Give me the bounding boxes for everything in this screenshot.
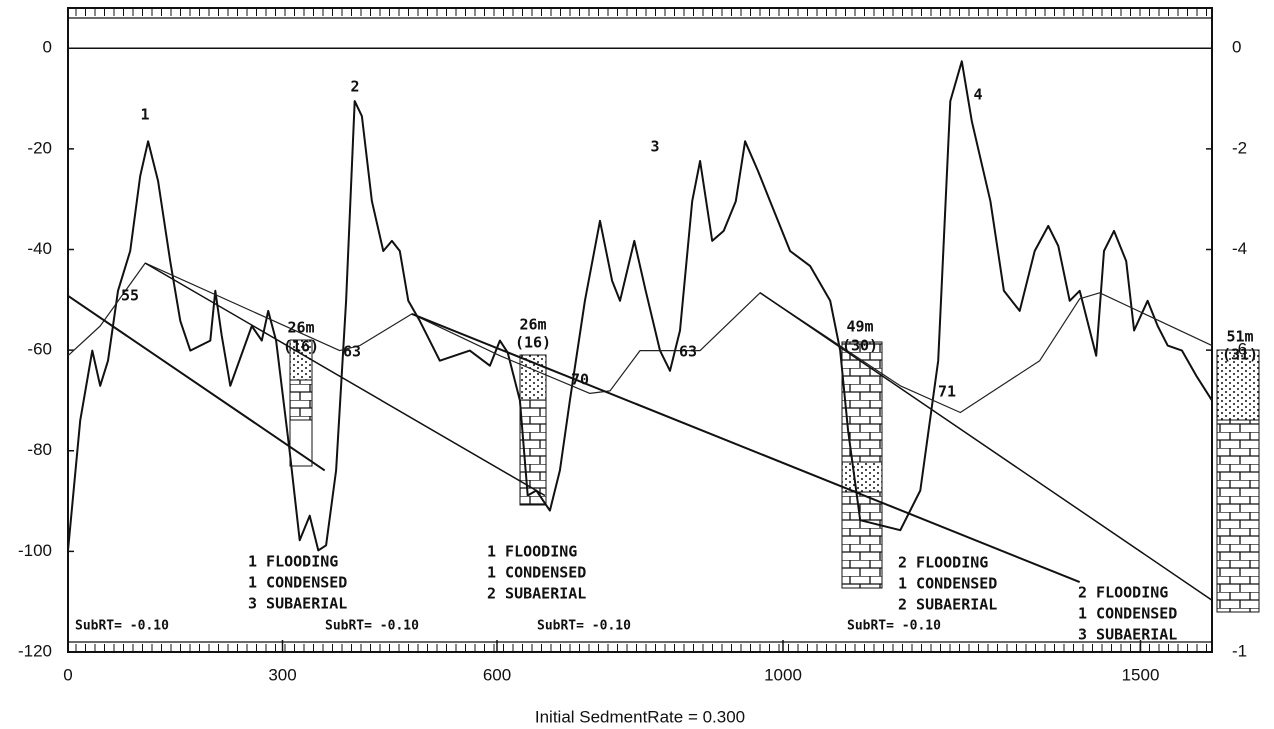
series-line	[145, 263, 545, 495]
chart: Initial SedmentRate = 0.300 0-20-40-60-8…	[0, 0, 1274, 729]
annotation: 1 CONDENSED	[248, 574, 347, 592]
annotation: 2 FLOODING	[1078, 584, 1168, 602]
annotation: 1	[140, 106, 149, 124]
y-tick-label: -40	[27, 239, 52, 258]
y-tick-label: -120	[18, 641, 52, 660]
annotation: 1 CONDENSED	[898, 575, 997, 593]
annotation: 2 SUBAERIAL	[487, 585, 586, 603]
x-tick-label: 1000	[764, 665, 802, 684]
annotation: 3 SUBAERIAL	[248, 595, 347, 613]
annotation: 63	[679, 343, 697, 361]
annotation: 2 SUBAERIAL	[898, 596, 997, 614]
annotation: SubRT= -0.10	[75, 619, 169, 634]
x-tick-label: 600	[483, 665, 511, 684]
annotation: 26m	[519, 316, 546, 334]
annotation: (30)	[842, 337, 878, 355]
x-tick-label: 300	[268, 665, 296, 684]
annotation: (16)	[515, 334, 551, 352]
column	[842, 462, 882, 492]
annotation: 26m	[287, 319, 314, 337]
annotation: (31)	[1222, 346, 1258, 364]
minor-ticks	[76, 8, 1207, 652]
column	[1217, 420, 1259, 612]
y2-tick-label: -1	[1232, 641, 1247, 660]
y2-tick-label: -2	[1232, 138, 1247, 157]
annotation: 1 CONDENSED	[487, 564, 586, 582]
annotation: SubRT= -0.10	[325, 619, 419, 634]
annotation: SubRT= -0.10	[537, 619, 631, 634]
annotation: (16)	[283, 338, 319, 356]
annotation: 71	[938, 383, 956, 401]
annotation: SubRT= -0.10	[847, 619, 941, 634]
y2-tick-label: -4	[1232, 239, 1247, 258]
lithology-columns	[290, 340, 1259, 612]
annotation: 1 FLOODING	[487, 543, 577, 561]
annotation: 51m	[1226, 328, 1253, 346]
annotation: 63	[343, 343, 361, 361]
series-line	[68, 296, 325, 471]
y2-tick-label: 0	[1232, 38, 1241, 57]
column	[290, 380, 312, 420]
annotation: 1 FLOODING	[248, 553, 338, 571]
y-tick-label: -20	[27, 138, 52, 157]
plot-frame	[68, 8, 1212, 652]
annotation: 55	[121, 287, 139, 305]
annotation: 4	[973, 86, 982, 104]
annotation: 70	[571, 371, 589, 389]
annotation: 2 FLOODING	[898, 554, 988, 572]
annotation: 1 CONDENSED	[1078, 605, 1177, 623]
annotation: 3 SUBAERIAL	[1078, 626, 1177, 644]
annotation: 49m	[846, 318, 873, 336]
x-tick-label: 0	[63, 665, 72, 684]
series-line	[68, 263, 1212, 412]
annotation: 2	[350, 78, 359, 96]
y-tick-label: 0	[43, 38, 52, 57]
y-tick-label: -100	[18, 541, 52, 560]
annotation: 3	[650, 138, 659, 156]
x-tick-label: 1500	[1122, 665, 1160, 684]
y-tick-label: -80	[27, 440, 52, 459]
x-axis-label: Initial SedmentRate = 0.300	[535, 707, 745, 726]
column	[842, 492, 882, 588]
y-tick-label: -60	[27, 340, 52, 359]
